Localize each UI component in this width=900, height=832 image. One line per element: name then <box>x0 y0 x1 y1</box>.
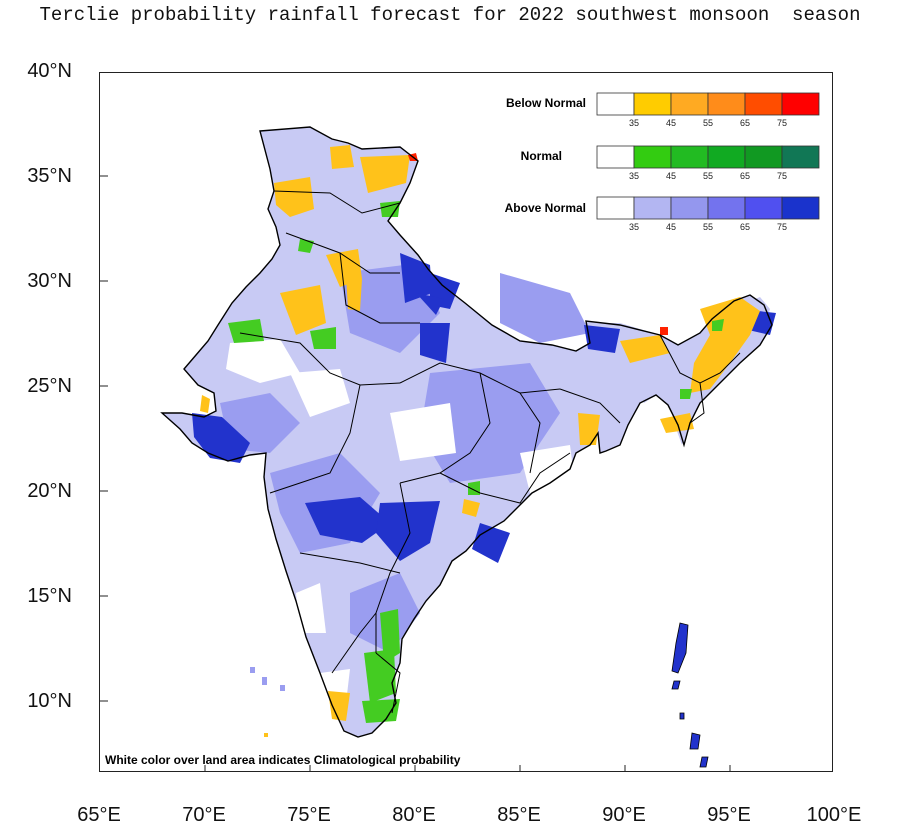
legend-swatch-2-3 <box>707 196 746 220</box>
legend-swatch-2-5 <box>781 196 820 220</box>
legend-swatch-2-1 <box>633 196 672 220</box>
legend-swatch-1-1 <box>633 145 672 169</box>
legend-tick-labels: 35 45 55 65 75 35 45 55 65 75 35 45 55 65 75 <box>629 118 787 232</box>
legend-tick-0-2: 55 <box>703 118 713 128</box>
lon-label-80: 80°E <box>392 804 436 826</box>
above-normal-dark <box>192 253 776 563</box>
lakshadweep-islands <box>250 667 285 737</box>
legend-swatch-2-4 <box>744 196 783 220</box>
legend-swatch-0-0 <box>596 92 635 116</box>
legend-tick-1-2: 55 <box>703 171 713 181</box>
lon-label-85: 85°E <box>497 804 541 826</box>
legend-swatch-0-2 <box>670 92 709 116</box>
legend-swatch-0-4 <box>744 92 783 116</box>
legend-tick-2-1: 45 <box>666 222 676 232</box>
legend-swatch-1-3 <box>707 145 746 169</box>
legend-swatch-0-1 <box>633 92 672 116</box>
legend: Below Normal Normal Above Normal 35 45 55 6… <box>505 92 820 232</box>
lat-label-30: 30°N <box>27 270 72 292</box>
below-normal-yellow <box>200 145 760 721</box>
lon-label-90: 90°E <box>602 804 646 826</box>
climatological-white <box>226 339 576 703</box>
legend-tick-1-0: 35 <box>629 171 639 181</box>
country-outline <box>160 126 773 738</box>
legend-swatch-0-5 <box>781 92 820 116</box>
lon-label-75: 75°E <box>287 804 331 826</box>
legend-tick-1-4: 75 <box>777 171 787 181</box>
legend-tick-1-1: 45 <box>666 171 676 181</box>
legend-swatch-1-4 <box>744 145 783 169</box>
legend-tick-0-1: 45 <box>666 118 676 128</box>
legend-tick-0-3: 65 <box>740 118 750 128</box>
state-boundaries <box>239 190 741 714</box>
legend-tick-1-3: 65 <box>740 171 750 181</box>
legend-tick-0-0: 35 <box>629 118 639 128</box>
map-title: Terclie probability rainfall forecast fo… <box>39 4 861 26</box>
axis-ticks <box>100 175 731 771</box>
forecast-map: Below Normal Normal Above Normal 35 45 55 6… <box>100 92 820 771</box>
andaman-islands <box>671 622 709 768</box>
map-panel: Below Normal Normal Above Normal 35 45 55 6… <box>99 72 833 772</box>
legend-tick-2-2: 55 <box>703 222 713 232</box>
lon-label-70: 70°E <box>182 804 226 826</box>
lat-label-40: 40°N <box>27 60 72 82</box>
lat-label-35: 35°N <box>27 165 72 187</box>
legend-swatch-1-0 <box>596 145 635 169</box>
climatology-note: White color over land area indicates Cli… <box>105 753 461 767</box>
lat-label-10: 10°N <box>27 690 72 712</box>
legend-tick-2-3: 65 <box>740 222 750 232</box>
legend-label-below-normal: Below Normal <box>506 96 586 110</box>
legend-label-above-normal: Above Normal <box>505 201 586 215</box>
lon-label-100: 100°E <box>806 804 862 826</box>
legend-tick-2-0: 35 <box>629 222 639 232</box>
lat-label-25: 25°N <box>27 375 72 397</box>
legend-swatch-2-0 <box>596 196 635 220</box>
legend-label-normal: Normal <box>521 149 562 163</box>
lat-label-20: 20°N <box>27 480 72 502</box>
legend-swatch-2-2 <box>670 196 709 220</box>
legend-tick-2-4: 75 <box>777 222 787 232</box>
legend-color-bars <box>596 92 820 220</box>
lon-label-95: 95°E <box>707 804 751 826</box>
lat-label-15: 15°N <box>27 585 72 607</box>
legend-swatch-1-5 <box>781 145 820 169</box>
legend-tick-0-4: 75 <box>777 118 787 128</box>
legend-swatch-0-3 <box>707 92 746 116</box>
legend-swatch-1-2 <box>670 145 709 169</box>
lon-label-65: 65°E <box>77 804 121 826</box>
